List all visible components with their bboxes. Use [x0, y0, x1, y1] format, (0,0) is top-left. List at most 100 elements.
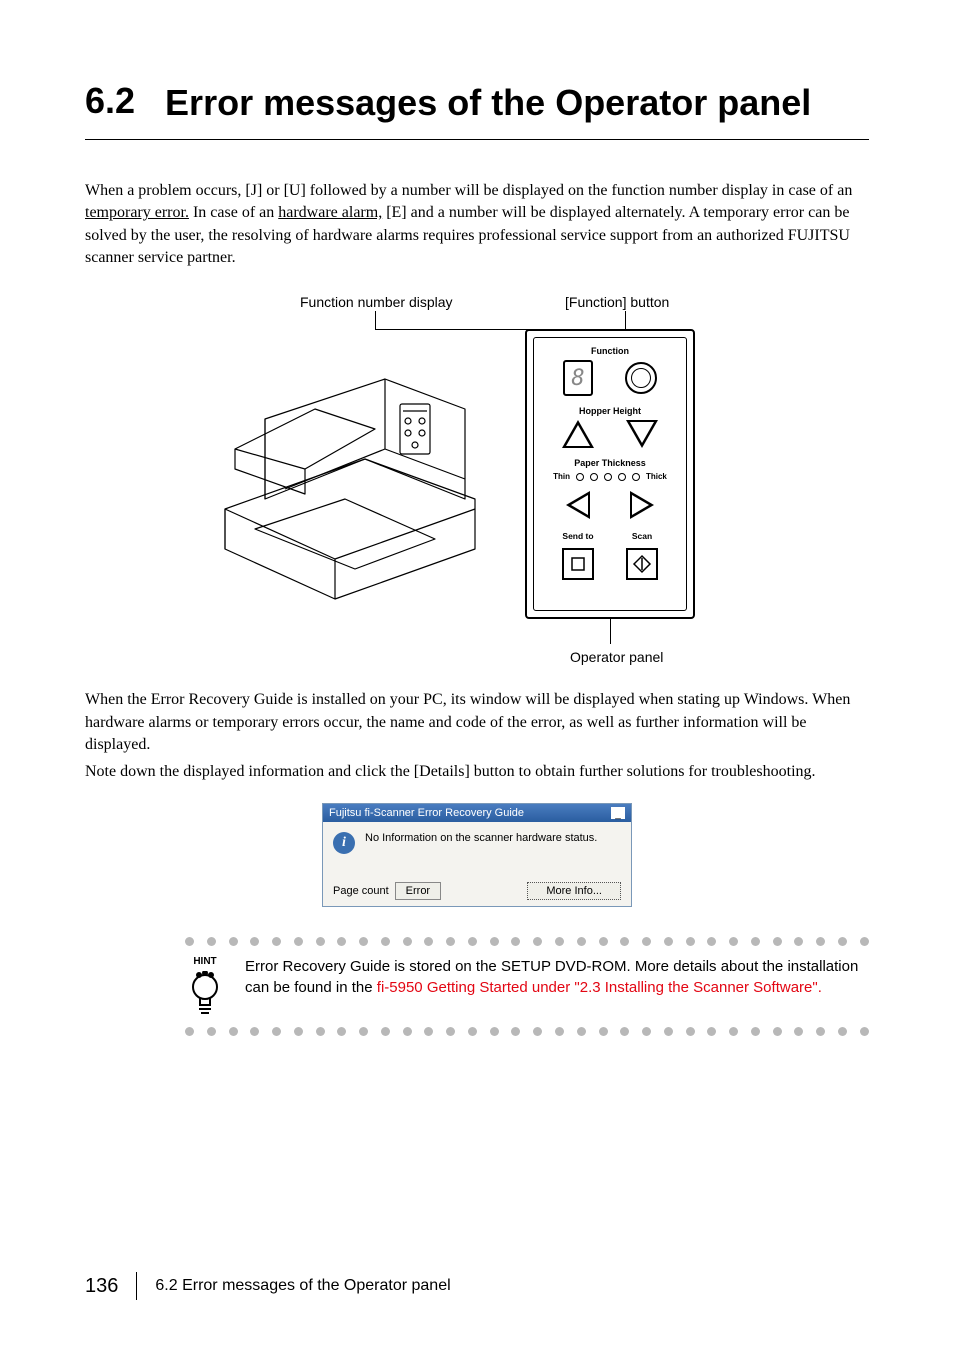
decorative-dot — [686, 1027, 695, 1036]
decorative-dot — [599, 937, 608, 946]
label-operator-panel: Operator panel — [570, 649, 663, 665]
label-thin: Thin — [553, 472, 570, 481]
label-thick: Thick — [646, 472, 667, 481]
decorative-dot — [424, 937, 433, 946]
minimize-icon[interactable]: _ — [611, 807, 625, 819]
hopper-up-button[interactable] — [562, 420, 594, 448]
decorative-dot — [403, 1027, 412, 1036]
info-icon: i — [333, 832, 355, 854]
paragraph-2: When the Error Recovery Guide is install… — [85, 689, 869, 756]
thickness-led — [604, 473, 612, 481]
dialog-title-text: Fujitsu fi-Scanner Error Recovery Guide — [329, 807, 524, 819]
sendto-button[interactable] — [562, 548, 594, 580]
callout-line — [610, 619, 611, 644]
decorative-dot — [794, 937, 803, 946]
dialog-titlebar: Fujitsu fi-Scanner Error Recovery Guide … — [323, 804, 631, 822]
decorative-dot — [468, 1027, 477, 1036]
label-function-button: [Function] button — [565, 294, 669, 310]
decorative-dot — [185, 937, 194, 946]
panel-label-paper: Paper Thickness — [574, 458, 646, 468]
hopper-down-button[interactable] — [626, 420, 658, 448]
decorative-dot — [729, 1027, 738, 1036]
scan-col: Scan — [626, 531, 658, 580]
footer-divider — [136, 1272, 137, 1300]
panel-row-bottom: Send to Scan — [562, 531, 658, 580]
dialog-body: i No Information on the scanner hardware… — [323, 822, 631, 906]
decorative-dot — [468, 937, 477, 946]
decorative-dot — [272, 937, 281, 946]
decorative-dot — [555, 1027, 564, 1036]
function-button[interactable] — [625, 362, 657, 394]
decorative-dot — [816, 1027, 825, 1036]
page-footer: 136 6.2 Error messages of the Operator p… — [85, 1272, 451, 1300]
dialog-message: No Information on the scanner hardware s… — [365, 832, 597, 844]
decorative-dot — [381, 937, 390, 946]
decorative-dot — [555, 937, 564, 946]
decorative-dot — [511, 937, 520, 946]
callout-line — [375, 311, 376, 329]
panel-label-hopper: Hopper Height — [579, 406, 641, 416]
thickness-led — [618, 473, 626, 481]
hint-icon-col: HINT — [185, 956, 225, 1017]
decorative-dot — [403, 937, 412, 946]
panel-led-row: Thin Thick — [553, 472, 667, 481]
decorative-dot — [707, 1027, 716, 1036]
decorative-dot — [860, 1027, 869, 1036]
decorative-dot — [664, 1027, 673, 1036]
decorative-dot — [424, 1027, 433, 1036]
panel-row-thickness — [566, 491, 654, 519]
more-info-button[interactable]: More Info... — [527, 882, 621, 900]
decorative-dot — [642, 1027, 651, 1036]
error-button[interactable]: Error — [395, 882, 441, 900]
panel-label-scan: Scan — [632, 531, 652, 541]
scanner-svg — [205, 349, 495, 609]
hint-link[interactable]: fi-5950 Getting Started under "2.3 Insta… — [377, 979, 822, 996]
label-function-display: Function number display — [300, 294, 453, 310]
decorative-dot — [316, 937, 325, 946]
scanner-illustration — [205, 349, 495, 609]
paragraph-3: Note down the displayed information and … — [85, 761, 869, 783]
thickness-led — [632, 473, 640, 481]
panel-label-sendto: Send to — [562, 531, 593, 541]
panel-label-function: Function — [591, 346, 629, 356]
thickness-led — [576, 473, 584, 481]
page-count-label: Page count — [333, 885, 389, 897]
decorative-dot — [207, 1027, 216, 1036]
decorative-dot — [446, 937, 455, 946]
scan-button[interactable] — [626, 548, 658, 580]
thickness-led — [590, 473, 598, 481]
dots-row-bottom — [85, 1027, 869, 1036]
decorative-dot — [229, 937, 238, 946]
error-recovery-dialog: Fujitsu fi-Scanner Error Recovery Guide … — [322, 803, 632, 907]
sendto-col: Send to — [562, 531, 594, 580]
heading-rule — [85, 139, 869, 140]
hint-block: HINT Error Recovery Guide is stored on t… — [85, 956, 869, 1017]
dialog-button-row: Page count Error More Info... — [333, 882, 621, 900]
thickness-right-button[interactable] — [630, 491, 654, 519]
p1-pre: When a problem occurs, [J] or [U] follow… — [85, 182, 852, 199]
diagram-area: Function number display [Function] butto… — [85, 289, 869, 669]
decorative-dot — [185, 1027, 194, 1036]
decorative-dot — [511, 1027, 520, 1036]
decorative-dot — [446, 1027, 455, 1036]
decorative-dot — [533, 1027, 542, 1036]
panel-row-hopper — [562, 420, 658, 448]
decorative-dot — [207, 937, 216, 946]
decorative-dot — [490, 937, 499, 946]
section-number: 6.2 — [85, 80, 135, 122]
decorative-dot — [359, 937, 368, 946]
decorative-dot — [250, 1027, 259, 1036]
decorative-dot — [359, 1027, 368, 1036]
decorative-dot — [316, 1027, 325, 1036]
decorative-dot — [816, 937, 825, 946]
decorative-dot — [620, 1027, 629, 1036]
decorative-dot — [686, 937, 695, 946]
decorative-dot — [577, 937, 586, 946]
function-number-display: 8 — [563, 360, 593, 396]
decorative-dot — [838, 1027, 847, 1036]
thickness-left-button[interactable] — [566, 491, 590, 519]
decorative-dot — [773, 1027, 782, 1036]
decorative-dot — [664, 937, 673, 946]
section-heading: 6.2 Error messages of the Operator panel — [85, 80, 869, 127]
decorative-dot — [773, 937, 782, 946]
